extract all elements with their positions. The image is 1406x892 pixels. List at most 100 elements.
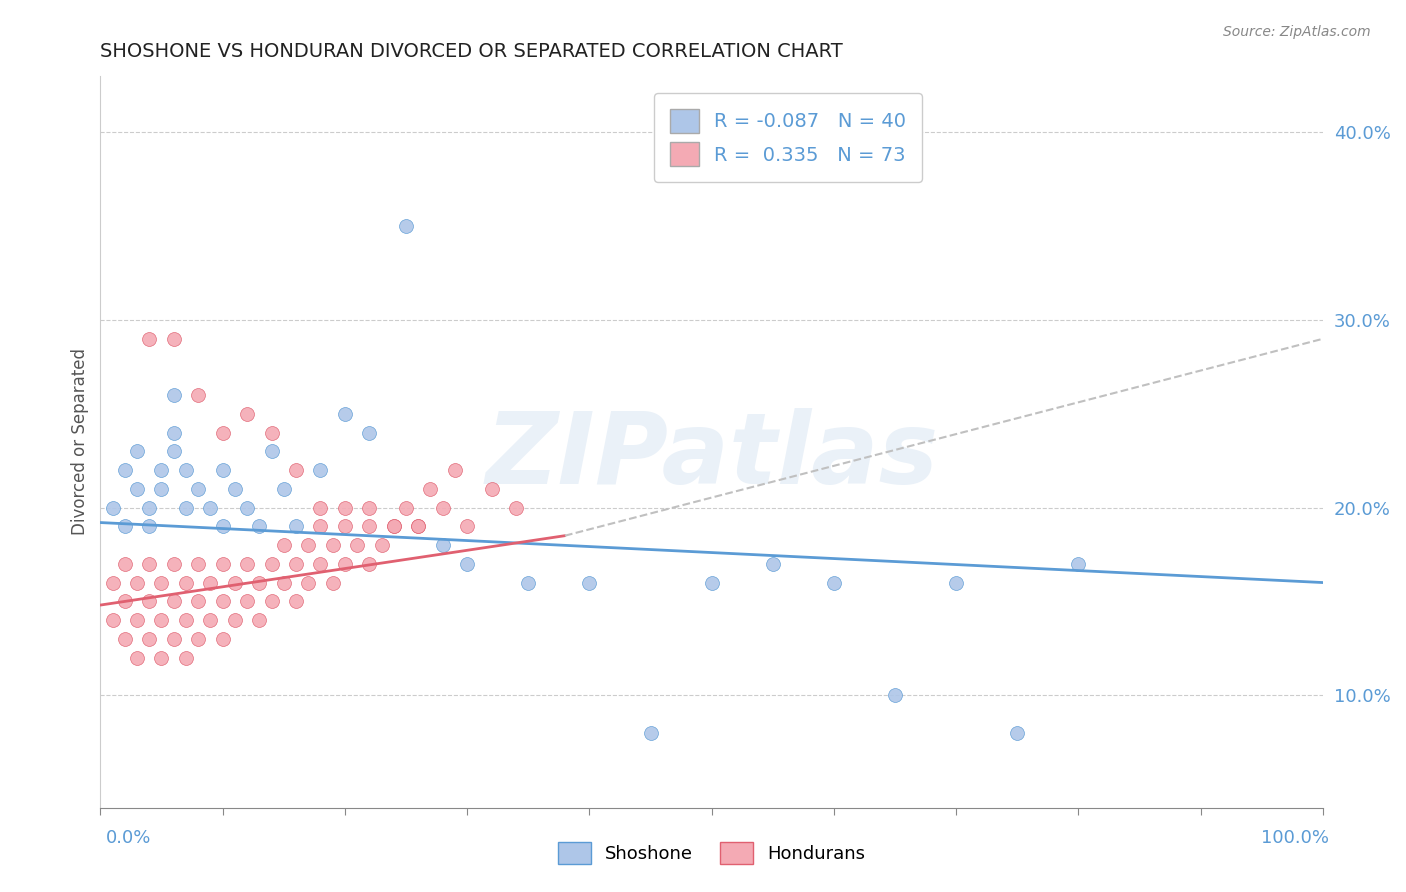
Point [333,407,356,421]
Point [285,463,308,477]
Point [359,519,381,533]
Point [138,500,160,515]
Point [174,613,197,627]
Point [200,575,222,590]
Point [456,519,478,533]
Point [174,575,197,590]
Point [395,500,418,515]
Point [174,500,197,515]
Point [163,444,186,458]
Point [150,650,173,665]
Point [762,557,785,571]
Point [395,219,418,234]
Point [125,575,148,590]
Point [382,519,405,533]
Point [309,500,332,515]
Point [247,575,270,590]
Point [125,650,148,665]
Text: SHOSHONE VS HONDURAN DIVORCED OR SEPARATED CORRELATION CHART: SHOSHONE VS HONDURAN DIVORCED OR SEPARAT… [100,42,844,61]
Point [236,594,259,608]
Point [236,407,259,421]
Point [273,575,295,590]
Point [285,557,308,571]
Point [174,650,197,665]
Point [333,557,356,571]
Point [150,575,173,590]
Point [211,594,233,608]
Point [163,388,186,402]
Point [211,425,233,440]
Point [101,500,124,515]
Point [125,613,148,627]
Point [211,557,233,571]
Point [163,425,186,440]
Point [114,594,136,608]
Point [150,482,173,496]
Point [260,557,283,571]
Point [322,538,344,552]
Point [260,594,283,608]
Point [309,557,332,571]
Point [309,463,332,477]
Point [211,632,233,646]
Point [359,557,381,571]
Point [224,575,246,590]
Y-axis label: Divorced or Separated: Divorced or Separated [72,349,89,535]
Point [125,482,148,496]
Point [382,519,405,533]
Point [236,557,259,571]
Point [187,632,209,646]
Point [114,519,136,533]
Point [432,538,454,552]
Point [333,500,356,515]
Point [163,332,186,346]
Point [333,519,356,533]
Point [200,613,222,627]
Point [700,575,723,590]
Point [1007,725,1029,739]
Point [297,538,319,552]
Point [114,632,136,646]
Point [578,575,600,590]
Point [138,594,160,608]
Point [114,557,136,571]
Point [125,444,148,458]
Point [419,482,441,496]
Point [481,482,503,496]
Point [101,575,124,590]
Point [138,332,160,346]
Point [187,594,209,608]
Point [359,425,381,440]
Point [187,388,209,402]
Point [138,519,160,533]
Point [456,557,478,571]
Point [297,575,319,590]
Point [247,613,270,627]
Point [945,575,967,590]
Point [309,519,332,533]
Point [150,613,173,627]
Point [359,500,381,515]
Point [505,500,527,515]
Point [247,519,270,533]
Point [236,500,259,515]
Point [370,538,392,552]
Point [322,575,344,590]
Point [114,463,136,477]
Point [187,557,209,571]
Point [138,557,160,571]
Point [187,482,209,496]
Point [163,557,186,571]
Point [200,500,222,515]
Text: Source: ZipAtlas.com: Source: ZipAtlas.com [1223,25,1371,39]
Point [260,444,283,458]
Point [1067,557,1090,571]
Point [823,575,845,590]
Point [101,613,124,627]
Point [406,519,429,533]
Text: 0.0%: 0.0% [105,829,150,847]
Point [224,613,246,627]
Point [640,725,662,739]
Point [444,463,467,477]
Legend: R = -0.087   N = 40, R =  0.335   N = 73: R = -0.087 N = 40, R = 0.335 N = 73 [654,94,922,181]
